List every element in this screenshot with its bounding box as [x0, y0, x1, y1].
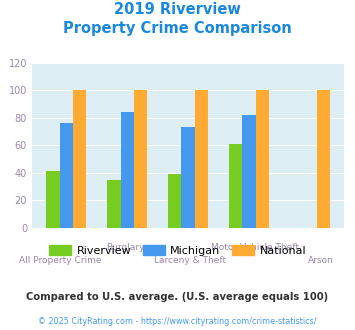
Bar	[195, 90, 208, 228]
Text: Motor Vehicle Theft: Motor Vehicle Theft	[211, 243, 299, 251]
Bar	[256, 90, 269, 228]
Bar	[134, 90, 147, 228]
Text: 2019 Riverview: 2019 Riverview	[114, 2, 241, 16]
Text: Burglary: Burglary	[106, 243, 144, 251]
Bar	[317, 90, 330, 228]
Legend: Riverview, Michigan, National: Riverview, Michigan, National	[44, 241, 311, 260]
Bar	[229, 144, 242, 228]
Bar	[242, 115, 256, 228]
Text: Property Crime Comparison: Property Crime Comparison	[63, 21, 292, 36]
Bar	[73, 90, 86, 228]
Bar	[120, 112, 134, 228]
Bar	[181, 127, 195, 228]
Bar	[60, 123, 73, 228]
Bar	[46, 171, 60, 228]
Text: © 2025 CityRating.com - https://www.cityrating.com/crime-statistics/: © 2025 CityRating.com - https://www.city…	[38, 317, 317, 326]
Text: Larceny & Theft: Larceny & Theft	[154, 256, 226, 265]
Text: Arson: Arson	[307, 256, 333, 265]
Bar	[107, 180, 120, 228]
Text: All Property Crime: All Property Crime	[19, 256, 101, 265]
Text: Compared to U.S. average. (U.S. average equals 100): Compared to U.S. average. (U.S. average …	[26, 292, 329, 302]
Bar	[168, 174, 181, 228]
